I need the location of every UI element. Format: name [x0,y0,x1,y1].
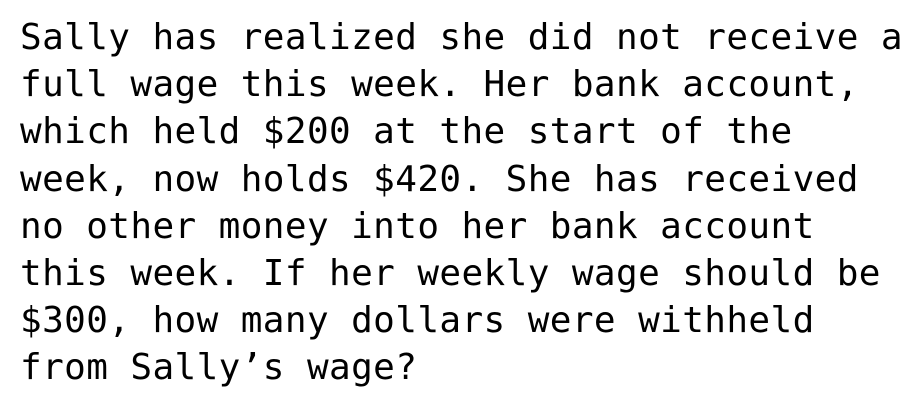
problem-line: this week. If her weekly wage should be [20,252,881,294]
problem-line: full wage this week. Her bank account, [20,64,859,106]
problem-line: $300, how many dollars were withheld [20,300,815,342]
word-problem-text: Sally has realized she did not receive a… [20,14,910,392]
problem-line: no other money into her bank account [20,205,815,247]
problem-line: from Sally’s wage? [20,347,418,389]
problem-line: Sally has realized she did not receive a [20,17,903,58]
problem-line: which held $200 at the start of the [20,111,793,153]
problem-line: week, now holds $420. She has received [20,158,859,200]
